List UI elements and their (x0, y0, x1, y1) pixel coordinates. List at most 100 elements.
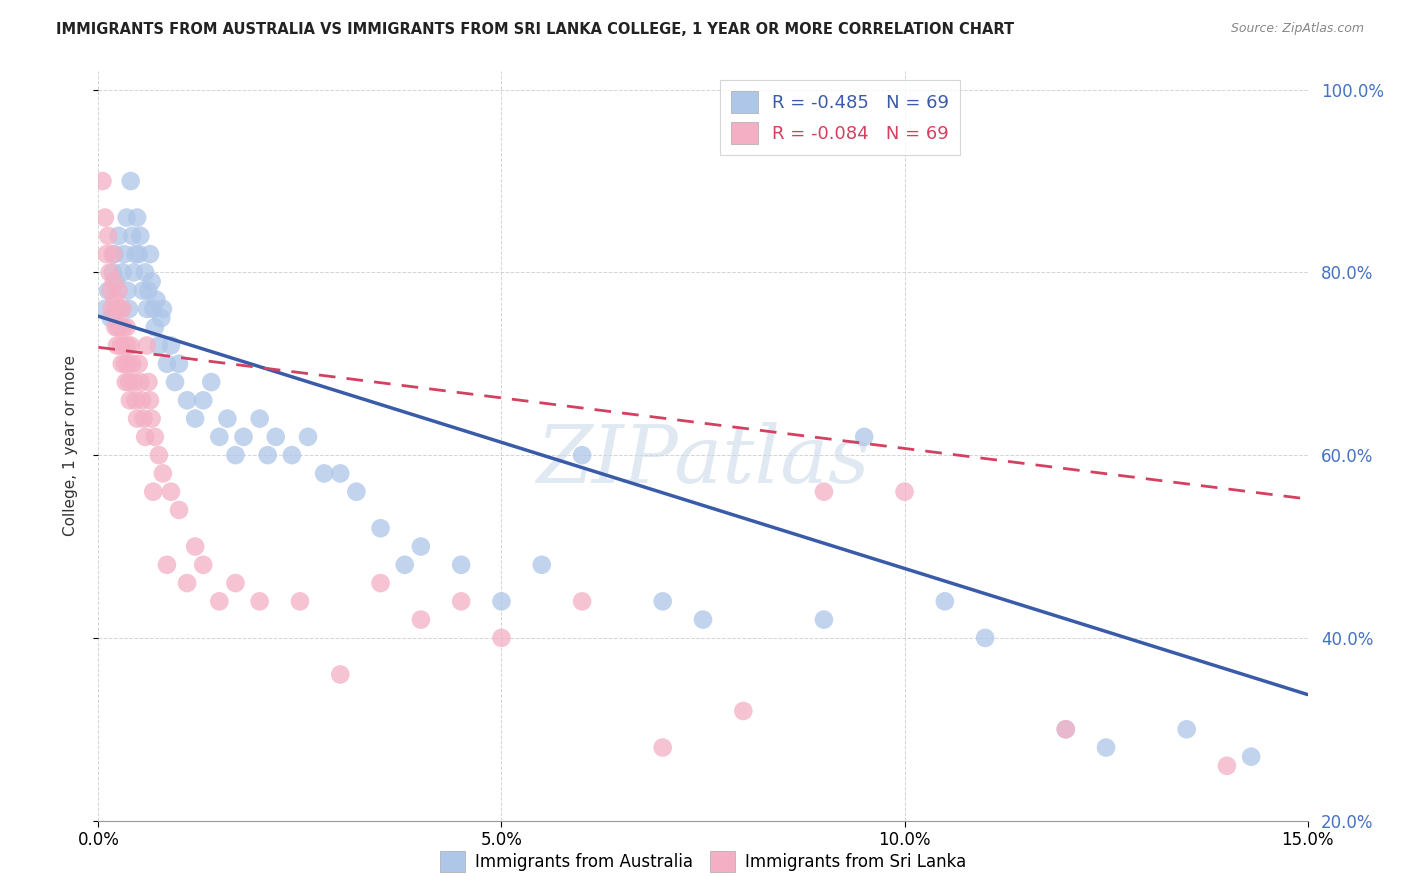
Point (141, 275, 163, 289)
Point (138, 284, 160, 298)
Point (184, 540, 207, 554)
Point (107, 228, 129, 243)
Point (124, 393, 146, 408)
Point (117, 338, 139, 352)
Point (128, 247, 150, 261)
Point (132, 411, 155, 425)
Point (893, 484, 915, 499)
Point (111, 301, 134, 316)
Point (733, 704, 755, 718)
Point (96, 247, 118, 261)
Point (122, 375, 145, 389)
Point (143, 430, 166, 444)
Point (571, 448, 593, 462)
Point (104, 320, 127, 334)
Point (297, 430, 319, 444)
Point (288, 594, 311, 608)
Point (103, 275, 125, 289)
Point (184, 411, 207, 425)
Point (571, 594, 593, 608)
Point (135, 301, 157, 316)
Point (853, 430, 876, 444)
Point (100, 284, 122, 298)
Point (163, 375, 186, 389)
Point (122, 265, 145, 279)
Point (129, 375, 152, 389)
Point (141, 411, 163, 425)
Point (974, 631, 997, 645)
Point (127, 211, 149, 225)
Point (394, 558, 416, 572)
Point (114, 357, 136, 371)
Point (91, 174, 114, 188)
Point (128, 357, 150, 371)
Point (115, 320, 138, 334)
Point (107, 320, 129, 334)
Point (160, 484, 183, 499)
Point (111, 265, 134, 279)
Point (118, 301, 141, 316)
Point (105, 338, 128, 352)
Point (97, 284, 120, 298)
Point (118, 375, 141, 389)
Point (117, 284, 139, 298)
Point (193, 393, 215, 408)
Point (118, 393, 141, 408)
Point (370, 521, 392, 535)
Legend: Immigrants from Australia, Immigrants from Sri Lanka: Immigrants from Australia, Immigrants fr… (433, 845, 973, 879)
Point (651, 740, 673, 755)
Point (105, 301, 128, 316)
Point (143, 320, 166, 334)
Point (127, 411, 149, 425)
Point (152, 467, 174, 481)
Point (105, 275, 128, 289)
Point (249, 411, 271, 425)
Point (491, 631, 513, 645)
Point (1054, 723, 1077, 737)
Point (1175, 723, 1198, 737)
Point (139, 393, 162, 408)
Point (208, 430, 231, 444)
Point (114, 375, 136, 389)
Point (108, 301, 131, 316)
Point (200, 375, 222, 389)
Point (98, 265, 121, 279)
Point (450, 558, 472, 572)
Point (224, 576, 246, 591)
Point (491, 594, 513, 608)
Point (131, 393, 153, 408)
Point (329, 667, 352, 681)
Text: Source: ZipAtlas.com: Source: ZipAtlas.com (1230, 22, 1364, 36)
Point (256, 448, 278, 462)
Point (692, 613, 714, 627)
Point (264, 430, 287, 444)
Point (94, 301, 117, 316)
Point (132, 284, 155, 298)
Point (124, 247, 146, 261)
Point (139, 247, 162, 261)
Legend: R = -0.485   N = 69, R = -0.084   N = 69: R = -0.485 N = 69, R = -0.084 N = 69 (720, 80, 960, 155)
Point (344, 484, 367, 499)
Point (1095, 740, 1118, 755)
Point (167, 357, 190, 371)
Point (115, 211, 138, 225)
Point (249, 594, 271, 608)
Point (111, 357, 134, 371)
Point (148, 338, 170, 352)
Point (148, 448, 170, 462)
Point (281, 448, 304, 462)
Point (208, 594, 231, 608)
Point (176, 576, 198, 591)
Point (224, 448, 246, 462)
Point (108, 320, 131, 334)
Point (329, 467, 352, 481)
Point (101, 247, 124, 261)
Point (142, 484, 165, 499)
Point (110, 301, 132, 316)
Point (152, 301, 174, 316)
Point (101, 265, 124, 279)
Point (160, 338, 183, 352)
Point (314, 467, 336, 481)
Point (112, 320, 135, 334)
Point (142, 301, 165, 316)
